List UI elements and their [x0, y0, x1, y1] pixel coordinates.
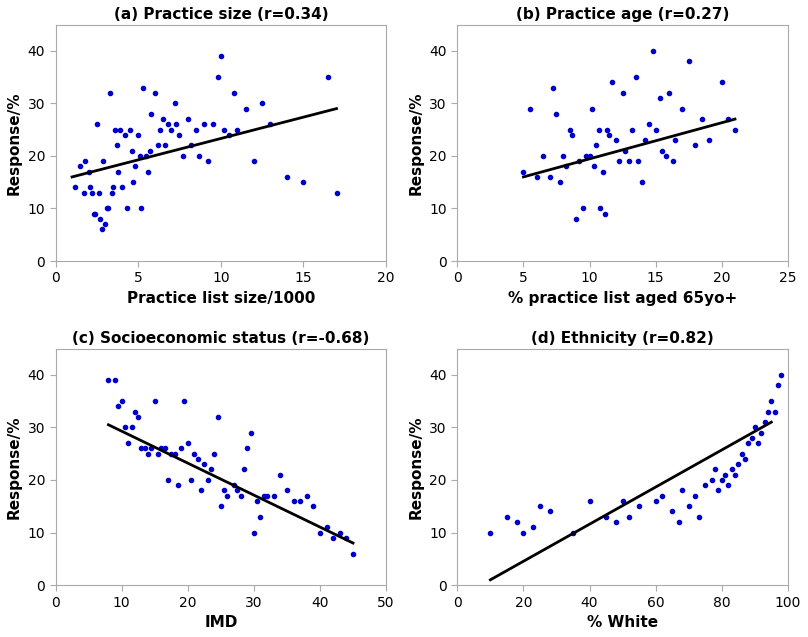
X-axis label: Practice list size/1000: Practice list size/1000 [127, 291, 315, 306]
Y-axis label: Response/%: Response/% [7, 415, 22, 519]
Y-axis label: Response/%: Response/% [409, 91, 423, 194]
X-axis label: IMD: IMD [204, 615, 238, 630]
Y-axis label: Response/%: Response/% [409, 415, 423, 519]
Y-axis label: Response/%: Response/% [7, 91, 22, 194]
Title: (a) Practice size (r=0.34): (a) Practice size (r=0.34) [113, 7, 328, 22]
X-axis label: % White: % White [587, 615, 659, 630]
Title: (c) Socioeconomic status (r=-0.68): (c) Socioeconomic status (r=-0.68) [72, 331, 369, 346]
Title: (b) Practice age (r=0.27): (b) Practice age (r=0.27) [516, 7, 730, 22]
X-axis label: % practice list aged 65yo+: % practice list aged 65yo+ [508, 291, 737, 306]
Title: (d) Ethnicity (r=0.82): (d) Ethnicity (r=0.82) [531, 331, 714, 346]
